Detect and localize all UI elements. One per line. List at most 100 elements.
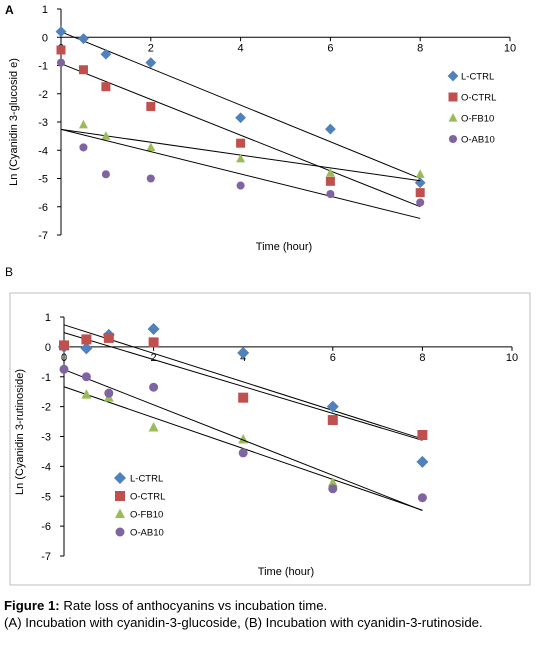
caption-line-1: Figure 1: Rate loss of anthocyanins vs i… bbox=[4, 597, 534, 614]
panel-b-legend-label-l-ctrl: L-CTRL bbox=[130, 474, 163, 485]
panel-a-point-l-ctrl bbox=[55, 26, 67, 37]
panel-b-point-o-ctrl bbox=[103, 332, 114, 343]
panel-b-y-tick-label: -5 bbox=[41, 491, 51, 503]
figure-canvas: A Ln (Cyanidin 3-glucosid e) Time (hour)… bbox=[5, 3, 531, 586]
panel-b-legend-marker-o-fb10 bbox=[115, 508, 125, 518]
panel-b-y-axis-label: Ln (Cyanidin 3-rutinoside) bbox=[14, 369, 26, 495]
panel-a-point-o-ab10 bbox=[326, 189, 335, 199]
panel-a-point-l-ctrl bbox=[414, 177, 426, 189]
panel-b-y-tick-label: -4 bbox=[41, 461, 51, 473]
panel-b-point-o-ab10 bbox=[328, 484, 338, 494]
panel-a-point-o-ab10 bbox=[416, 198, 425, 207]
panel-b-frame bbox=[9, 292, 531, 586]
panel-a-y-tick-label: -6 bbox=[38, 202, 48, 214]
panel-a-y-tick-label: -1 bbox=[38, 61, 48, 73]
panel-b-x-tick-label: 10 bbox=[506, 352, 518, 364]
panel-b-legend-marker-o-ab10 bbox=[115, 527, 125, 537]
panel-a-y-tick-label: -3 bbox=[38, 117, 48, 129]
panel-a-legend-label-o-ctrl: O-CTRL bbox=[461, 93, 496, 104]
panel-b-legend-marker-l-ctrl bbox=[114, 472, 126, 484]
panel-a-point-o-ab10 bbox=[146, 174, 155, 183]
panel-b-point-o-ab10 bbox=[59, 364, 69, 374]
panel-a-point-l-ctrl bbox=[78, 33, 89, 45]
panel-b-letter: B bbox=[5, 265, 13, 279]
panel-b-point-l-ctrl bbox=[237, 346, 250, 359]
panel-b-x-tick-label: 6 bbox=[330, 352, 336, 364]
panel-a-point-o-ctrl bbox=[415, 188, 425, 198]
panel-a-trendline-o-ab10 bbox=[60, 128, 421, 219]
panel-b-point-o-ab10 bbox=[149, 382, 159, 392]
panel-a-x-tick-label: 10 bbox=[504, 42, 516, 54]
panel-b-point-o-ab10 bbox=[238, 448, 248, 458]
panel-b-trendline-o-ab10 bbox=[63, 369, 423, 512]
panel-a-point-o-ctrl bbox=[56, 45, 66, 55]
panel-b-point-o-ctrl bbox=[238, 392, 249, 403]
panel-a-point-o-fb10 bbox=[236, 153, 246, 163]
panel-b-y-tick-label: -2 bbox=[41, 402, 51, 414]
panel-b-legend-label-o-ab10: O-AB10 bbox=[130, 528, 164, 539]
panel-a-legend-label-o-ab10: O-AB10 bbox=[461, 135, 495, 146]
panel-b-trendline-l-ctrl bbox=[63, 324, 423, 440]
panel-b-point-o-ctrl bbox=[148, 337, 159, 348]
caption-figure-number: Figure 1: bbox=[4, 598, 60, 613]
panel-a-plot: 10-1-2-3-4-5-6-70246810L-CTRLO-CTRLO-FB1… bbox=[38, 4, 516, 242]
panel-b-x-axis-label: Time (hour) bbox=[258, 566, 314, 578]
panel-a-y-tick-label: -7 bbox=[38, 230, 48, 242]
caption-line-2: (A) Incubation with cyanidin-3-glucoside… bbox=[4, 615, 483, 630]
panel-b-point-o-ctrl bbox=[327, 415, 338, 426]
panel-a-point-o-fb10 bbox=[146, 142, 156, 152]
panel-a-legend-marker-l-ctrl bbox=[447, 70, 459, 82]
panel-a-x-tick-label: 2 bbox=[148, 42, 154, 54]
panel-a-legend-marker-o-ctrl bbox=[448, 92, 458, 102]
panel-b-trendline-o-ctrl bbox=[63, 332, 423, 441]
panel-a-trendline-l-ctrl bbox=[60, 31, 421, 179]
panel-a-x-tick-label: 6 bbox=[327, 42, 333, 54]
panel-a-point-o-fb10 bbox=[415, 169, 425, 178]
panel-b-point-o-fb10 bbox=[81, 389, 92, 399]
panel-b-point-o-ctrl bbox=[81, 334, 92, 345]
panel-a-point-l-ctrl bbox=[235, 112, 246, 124]
panel-a-x-tick-label: 4 bbox=[238, 42, 244, 54]
panel-a-x-tick-label: 8 bbox=[417, 42, 423, 54]
panel-a-trendline-o-ctrl bbox=[60, 63, 421, 208]
panel-a-y-tick-label: -2 bbox=[38, 89, 48, 101]
panel-a: A Ln (Cyanidin 3-glucosid e) Time (hour)… bbox=[5, 3, 516, 253]
panel-a-y-axis-label: Ln (Cyanidin 3-glucosid e) bbox=[8, 58, 20, 186]
figure-caption: Figure 1: Rate loss of anthocyanins vs i… bbox=[4, 597, 534, 631]
panel-a-legend-label-o-fb10: O-FB10 bbox=[461, 114, 494, 125]
panel-a-y-tick-label: 0 bbox=[42, 32, 48, 44]
panel-b-legend-marker-o-ctrl bbox=[115, 491, 125, 501]
panel-b-point-l-ctrl bbox=[326, 400, 339, 413]
panel-a-point-o-ctrl bbox=[78, 65, 88, 75]
panel-b-point-l-ctrl bbox=[147, 322, 160, 335]
panel-a-y-tick-label: 1 bbox=[42, 4, 48, 16]
panel-b-point-l-ctrl bbox=[80, 342, 93, 355]
panel-a-point-l-ctrl bbox=[145, 57, 157, 69]
panel-b-y-tick-label: -3 bbox=[41, 432, 51, 444]
panel-a-point-o-ab10 bbox=[236, 181, 245, 190]
panel-b-legend: L-CTRL O-CTRL O-FB10 O-AB10 bbox=[114, 472, 165, 539]
panel-b: B Ln (Cyanidin 3-rutinoside) Time (hour)… bbox=[5, 265, 531, 586]
panel-a-y-tick-label: -4 bbox=[38, 145, 48, 157]
panel-a-legend-marker-o-ab10 bbox=[448, 134, 458, 144]
panel-a-point-o-ab10 bbox=[101, 170, 110, 179]
panel-b-legend-label-o-ctrl: O-CTRL bbox=[130, 492, 165, 503]
panel-b-x-tick-label: 2 bbox=[151, 352, 157, 364]
panel-b-point-l-ctrl bbox=[416, 455, 429, 468]
panel-a-point-o-fb10 bbox=[101, 131, 111, 140]
panel-b-y-tick-label: 1 bbox=[45, 312, 51, 324]
panel-b-point-o-ab10 bbox=[104, 388, 114, 398]
panel-b-point-o-ctrl bbox=[417, 430, 428, 441]
panel-b-plot: 10-1-2-3-4-5-6-70246810L-CTRLO-CTRLO-FB1… bbox=[41, 312, 518, 563]
panel-a-point-o-ctrl bbox=[325, 176, 335, 186]
panel-b-x-tick-label: 0 bbox=[61, 352, 67, 364]
panel-a-point-l-ctrl bbox=[100, 48, 112, 60]
panel-a-letter: A bbox=[5, 3, 14, 17]
panel-a-x-axis-label: Time (hour) bbox=[256, 241, 312, 253]
panel-a-y-tick-label: -5 bbox=[38, 174, 48, 186]
panel-b-x-tick-label: 8 bbox=[419, 352, 425, 364]
panel-a-point-o-ctrl bbox=[146, 101, 156, 111]
panel-a-point-o-ctrl bbox=[101, 82, 111, 92]
panel-b-point-o-ab10 bbox=[417, 493, 427, 503]
panel-a-legend-marker-o-fb10 bbox=[448, 113, 458, 122]
